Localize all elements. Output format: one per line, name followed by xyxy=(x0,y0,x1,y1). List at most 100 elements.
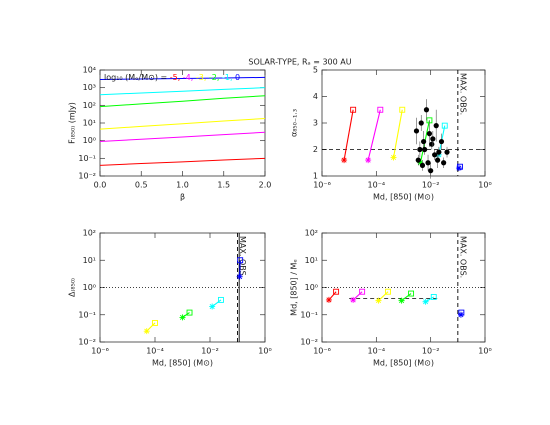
plot-frame xyxy=(99,69,266,177)
segment xyxy=(393,109,403,158)
figure-title: SOLAR-TYPE, Rₐ = 300 AU xyxy=(248,58,351,67)
legend-entry: -3, xyxy=(196,73,209,82)
data-point xyxy=(435,157,441,163)
x-tick-label: 10⁻⁶ xyxy=(313,347,331,356)
data-point xyxy=(436,149,442,155)
y-tick-label: 10⁻¹ xyxy=(78,310,96,319)
square-marker xyxy=(152,320,158,326)
data-point xyxy=(430,136,436,142)
square-marker xyxy=(350,106,357,113)
star-marker xyxy=(350,296,357,303)
y-axis-label: Md, [850] / Mₑ xyxy=(290,259,299,316)
x-tick-label: 0.5 xyxy=(135,181,148,190)
x-tick-label: 10⁻⁶ xyxy=(313,181,331,190)
y-tick-label: 10¹ xyxy=(83,119,96,128)
y-tick-label: 10⁻¹ xyxy=(78,154,96,163)
y-tick-label: 10⁴ xyxy=(83,66,96,75)
y-axis-label: Δ₍₈₅₀₎ xyxy=(68,278,77,297)
x-tick-label: 10⁻² xyxy=(422,347,440,356)
y-tick-label: 10⁻¹ xyxy=(300,310,318,319)
legend-entry: -4, xyxy=(183,73,196,82)
y-axis-label: F₍₈₅₀₎ (mJy) xyxy=(68,102,77,144)
y-tick-label: 10⁰ xyxy=(83,283,96,292)
data-point xyxy=(413,128,420,134)
star-marker xyxy=(417,159,424,166)
series-line xyxy=(99,131,266,142)
y-tick-label: 3 xyxy=(313,119,318,128)
y-tick-label: 2 xyxy=(313,145,318,154)
square-marker xyxy=(385,288,392,295)
x-tick-label: 10⁰ xyxy=(478,181,491,190)
x-tick-label: 10⁰ xyxy=(258,347,271,356)
x-tick-label: 10⁻² xyxy=(422,181,440,190)
star-marker xyxy=(455,165,462,172)
data-point xyxy=(429,141,435,147)
x-tick-label: 0.0 xyxy=(94,181,107,190)
square-marker xyxy=(399,106,406,113)
y-tick-label: 10¹ xyxy=(305,256,318,265)
x-axis-label: β xyxy=(180,193,185,202)
x-tick-label: 10⁻⁴ xyxy=(368,181,386,190)
y-tick-label: 10¹ xyxy=(83,256,96,265)
x-axis-label: Md, [850] (M⊙) xyxy=(152,359,213,368)
x-tick-label: 10⁻² xyxy=(201,347,219,356)
reference-label: MAX. OBS. xyxy=(458,73,467,115)
data-point xyxy=(417,146,423,153)
data-point xyxy=(428,168,434,174)
legend-entry: 0 xyxy=(235,73,240,82)
square-marker xyxy=(408,290,415,297)
segment xyxy=(367,109,381,161)
y-tick-label: 10⁰ xyxy=(305,283,318,292)
y-axis-label: α₈₅₀₋₁.₃ xyxy=(290,109,299,137)
series-line xyxy=(99,87,266,96)
x-tick-label: 10⁻⁴ xyxy=(368,347,386,356)
y-tick-label: 10² xyxy=(83,229,96,238)
y-tick-label: 10² xyxy=(305,229,318,238)
data-point xyxy=(441,160,447,166)
square-marker xyxy=(430,293,437,300)
star-marker xyxy=(365,157,372,164)
x-tick-label: 1.5 xyxy=(217,181,230,190)
x-tick-label: 2.0 xyxy=(259,181,272,190)
data-point xyxy=(433,123,439,129)
star-marker xyxy=(422,298,429,305)
data-point xyxy=(418,120,424,126)
square-marker xyxy=(441,122,448,129)
y-tick-label: 10⁻² xyxy=(300,338,318,347)
square-marker xyxy=(457,163,463,170)
star-marker xyxy=(236,273,243,280)
data-point xyxy=(421,138,427,145)
y-tick-label: 10⁰ xyxy=(83,136,96,145)
y-tick-label: 10⁻² xyxy=(78,172,96,181)
star-marker xyxy=(179,314,186,321)
y-tick-label: 10⁻² xyxy=(78,338,96,347)
star-marker xyxy=(325,296,332,303)
data-point xyxy=(444,149,450,155)
star-marker xyxy=(143,328,150,335)
star-marker xyxy=(398,297,405,304)
data-point xyxy=(426,131,433,137)
segment xyxy=(343,109,354,161)
data-point xyxy=(422,146,428,153)
data-point xyxy=(423,107,430,113)
square-marker xyxy=(458,309,465,316)
series-line xyxy=(99,95,266,108)
series-line xyxy=(99,117,266,130)
y-tick-label: 5 xyxy=(313,66,318,75)
series-line xyxy=(99,157,266,166)
star-marker xyxy=(341,157,348,164)
x-tick-label: 1.0 xyxy=(176,181,189,190)
square-marker xyxy=(377,106,384,113)
square-marker xyxy=(333,288,340,295)
x-tick-label: 10⁰ xyxy=(478,347,491,356)
x-tick-label: 10⁻⁶ xyxy=(91,347,109,356)
series-line xyxy=(99,76,266,80)
reference-label: MAX. OBS. xyxy=(238,236,247,278)
data-point xyxy=(419,162,426,168)
square-marker xyxy=(186,309,193,316)
star-marker xyxy=(375,297,382,304)
legend-entry: -2, xyxy=(209,73,222,82)
data-point xyxy=(415,157,421,163)
square-marker xyxy=(217,296,224,303)
